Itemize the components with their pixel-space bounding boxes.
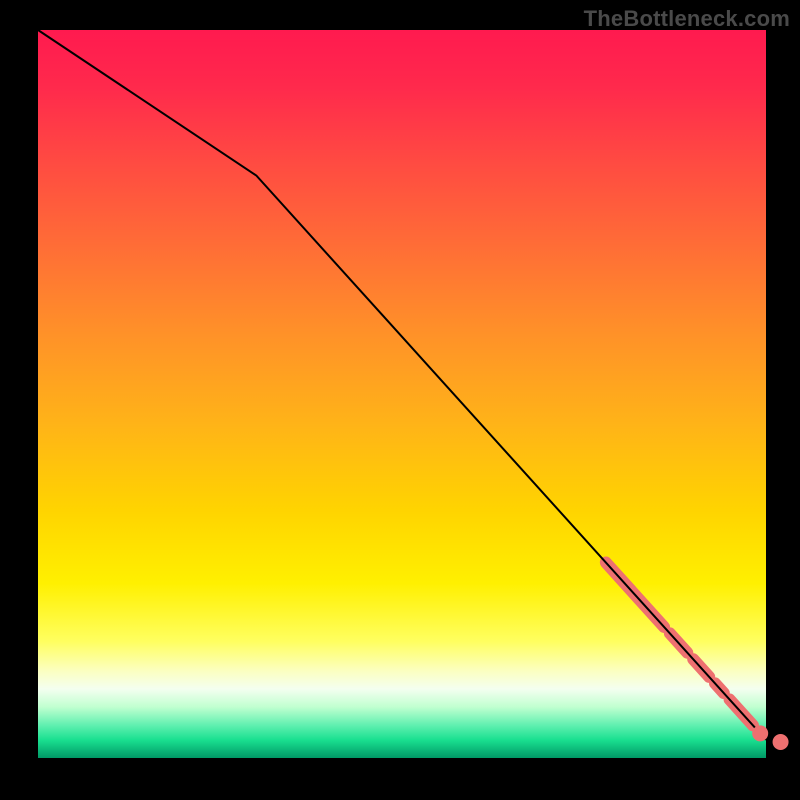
endpoint-marker xyxy=(773,734,789,750)
plot-area xyxy=(38,30,766,758)
chart-background xyxy=(38,30,766,758)
watermark-text: TheBottleneck.com xyxy=(584,6,790,32)
endpoint-marker xyxy=(752,725,768,741)
chart-root: TheBottleneck.com xyxy=(0,0,800,800)
chart-svg xyxy=(38,30,766,758)
